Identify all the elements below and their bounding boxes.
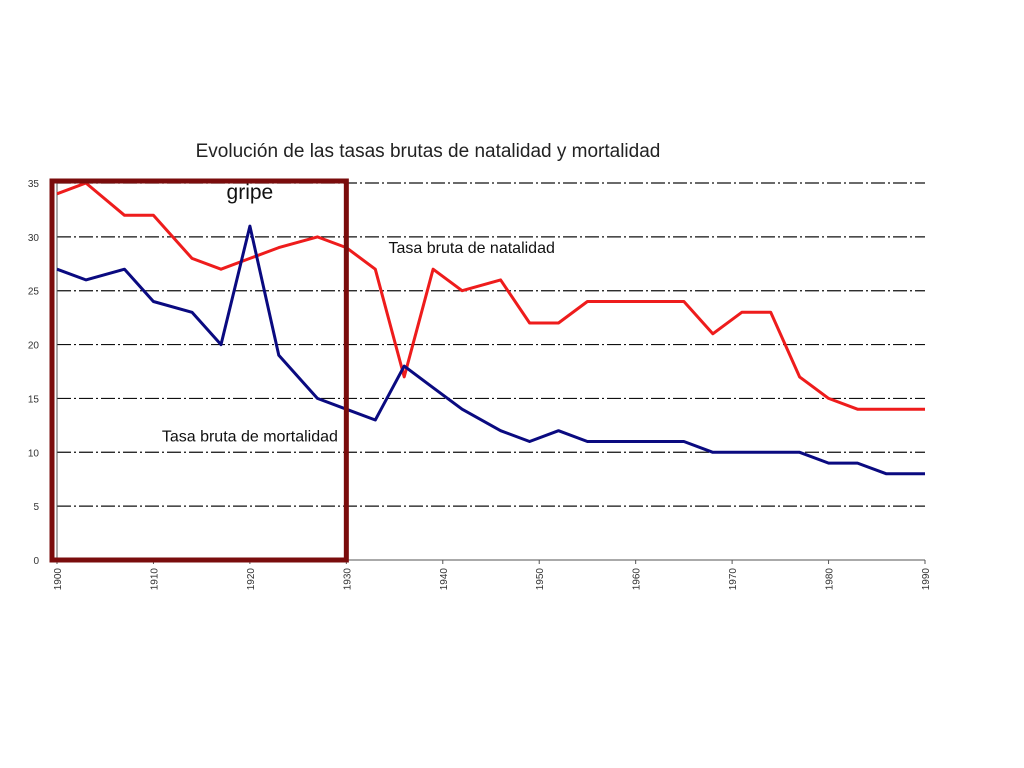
y-tick-label: 0: [33, 556, 39, 567]
x-tick-label: 1930: [342, 568, 353, 591]
annotation-series-label: Tasa bruta de mortalidad: [162, 429, 338, 446]
x-tick-label: 1940: [439, 568, 450, 591]
x-ticks: 1900 1910 1920 1930 1940 1950 1960 1970 1980 1990: [53, 560, 932, 590]
series-lines: [56, 181, 925, 476]
highlight-box: [49, 178, 349, 563]
x-tick-label: 1910: [149, 568, 160, 591]
annotation-background: [380, 238, 563, 260]
chart-title: Evolución de las tasas brutas de natalid…: [196, 141, 661, 162]
x-tick-label: 1970: [728, 568, 739, 591]
x-tick-label: 1920: [246, 568, 257, 591]
y-tick-label: 25: [28, 287, 40, 298]
annotation-gripe: gripe: [227, 181, 274, 204]
y-tick-label: 20: [28, 341, 40, 352]
annotations: gripe Tasa bruta de natalidad Tasa bruta d…: [153, 181, 563, 448]
annotation-series-label: Tasa bruta de natalidad: [389, 240, 555, 257]
x-tick-label: 1960: [632, 568, 643, 591]
series-line-natalidad: [56, 181, 925, 411]
y-tick-label: 30: [28, 233, 40, 244]
y-ticks: 0 5 10 15 20 25 30 35: [28, 179, 40, 567]
highlight-box-group: [49, 178, 349, 563]
x-tick-label: 1950: [535, 568, 546, 591]
y-tick-label: 5: [33, 502, 39, 513]
y-tick-label: 35: [28, 179, 40, 190]
x-tick-label: 1980: [825, 568, 836, 591]
annotation-background: [153, 426, 346, 448]
grid: [57, 182, 925, 507]
x-tick-label: 1900: [53, 568, 64, 591]
y-tick-label: 10: [28, 448, 40, 459]
y-tick-label: 15: [28, 394, 40, 405]
x-tick-label: 1990: [921, 568, 932, 591]
series-line-mortalidad: [56, 224, 925, 476]
